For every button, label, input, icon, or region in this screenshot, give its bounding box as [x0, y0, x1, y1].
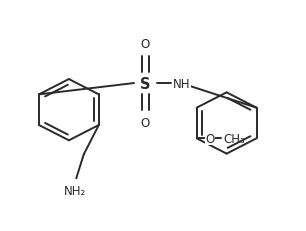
Text: O: O: [206, 132, 215, 145]
Text: S: S: [140, 76, 151, 91]
Text: O: O: [141, 38, 150, 51]
Text: O: O: [141, 117, 150, 130]
Text: NH₂: NH₂: [64, 184, 86, 197]
Text: CH₃: CH₃: [223, 132, 245, 145]
Text: NH: NH: [173, 77, 190, 90]
